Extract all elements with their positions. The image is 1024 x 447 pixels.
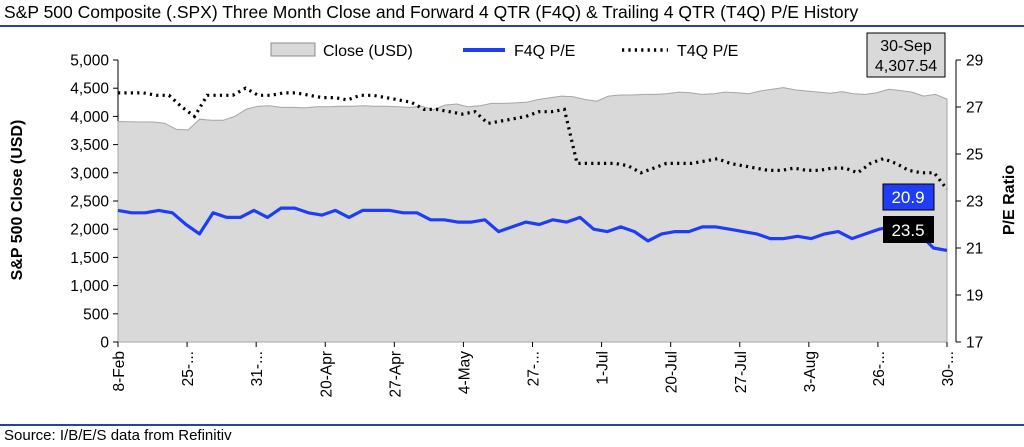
y-tick-label: 1,000 [70, 278, 109, 295]
x-tick-label: 8-Feb [111, 351, 128, 392]
f4q-line [117, 206, 948, 252]
y-tick-label: 2,000 [70, 222, 109, 239]
x-tick-label: 27-... [526, 351, 543, 386]
x-tick-label: 26-... [871, 351, 888, 386]
y-tick-label: 500 [83, 306, 109, 323]
y-tick-label: 4,000 [70, 109, 109, 126]
footer-rule [0, 424, 1024, 426]
legend-label-t4q: T4Q P/E [677, 43, 738, 60]
close-callout-value: 4,307.54 [875, 58, 937, 75]
y2-axis-title: P/E Ratio [1001, 165, 1018, 235]
x-tick-label: 3-Aug [802, 351, 819, 392]
close-area [117, 87, 948, 343]
t4q-value-label: 23.5 [883, 216, 934, 243]
svg-text:23.5: 23.5 [891, 221, 924, 240]
legend-label-f4q: F4Q P/E [514, 43, 575, 60]
legend-label-close: Close (USD) [323, 43, 413, 60]
y-tick-label: 3,000 [70, 165, 109, 182]
source-note: Source: I/B/E/S data from Refinitiv [4, 427, 232, 444]
f4q-value-label: 20.9 [882, 183, 935, 211]
y-tick-label: 1,500 [70, 250, 109, 267]
x-tick-label: 27-Apr [387, 351, 404, 398]
close-callout-date: 30-Sep [880, 38, 932, 55]
y-axis-title: S&P 500 Close (USD) [9, 120, 26, 281]
x-tick-label: 4-May [456, 351, 473, 394]
x-tick-label: 31-... [249, 351, 266, 386]
legend-swatch-close [270, 42, 316, 57]
y2-tick-label: 17 [966, 335, 983, 352]
title-rule [0, 25, 1024, 27]
chart-title: S&P 500 Composite (.SPX) Three Month Clo… [4, 2, 859, 22]
x-tick-label: 20-Jul [664, 351, 681, 393]
x-tick-label: 1-Jul [595, 351, 612, 385]
y-tick-label: 0 [100, 335, 109, 352]
x-tick-label: 30-... [940, 351, 957, 386]
y-tick-label: 5,000 [70, 53, 109, 70]
t4q-line [118, 86, 949, 191]
y2-tick-label: 21 [966, 241, 983, 258]
y2-tick-label: 23 [966, 194, 983, 211]
x-tick-label: 20-Apr [318, 351, 335, 398]
legend: Close (USD) F4Q P/E T4Q P/E [270, 42, 738, 60]
y2-tick-label: 25 [966, 147, 983, 164]
y-tick-label: 3,500 [70, 137, 109, 154]
y-tick-label: 4,500 [70, 81, 109, 98]
x-tick-label: 27-Jul [733, 351, 750, 393]
y-tick-label: 2,500 [70, 194, 109, 211]
y2-tick-label: 19 [966, 288, 983, 305]
y2-tick-label: 27 [966, 100, 983, 117]
close-callout: 30-Sep 4,307.54 [866, 32, 946, 78]
svg-text:20.9: 20.9 [891, 188, 924, 207]
y2-tick-label: 29 [966, 53, 983, 70]
x-tick-label: 25-... [180, 351, 197, 386]
